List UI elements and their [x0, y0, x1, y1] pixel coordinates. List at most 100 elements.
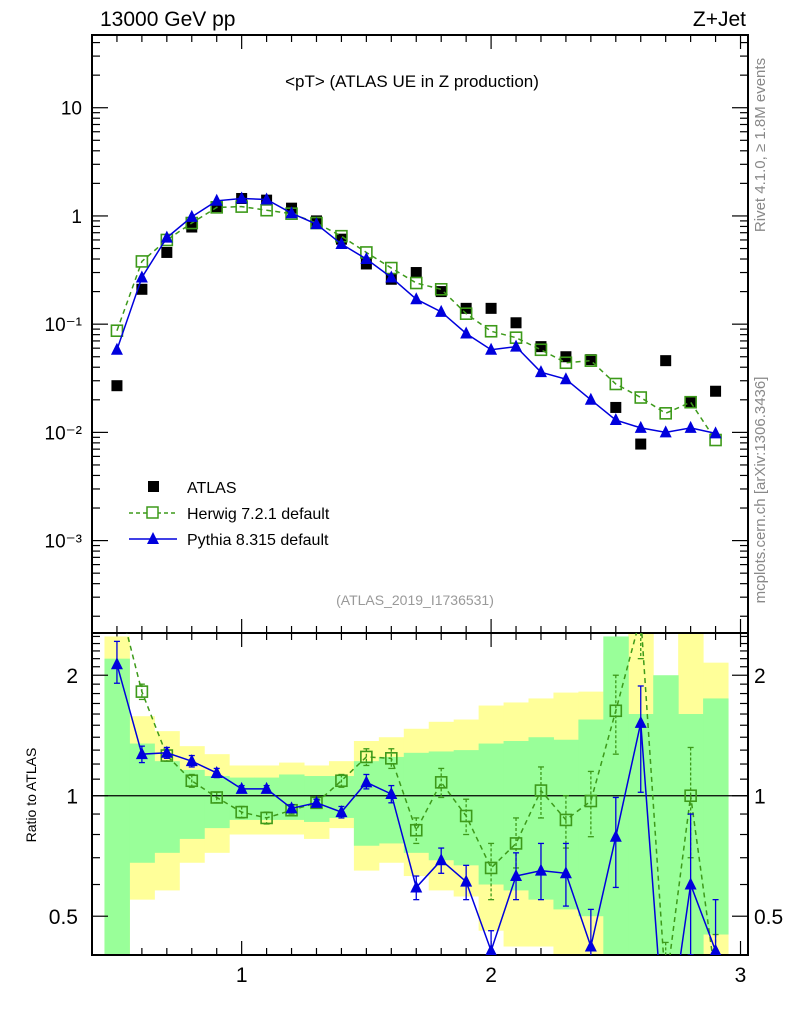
- data-point: [210, 193, 223, 206]
- x-tick-label: 2: [485, 964, 497, 987]
- y-tick-label: 10: [61, 99, 82, 120]
- data-point: [484, 324, 498, 338]
- green-band-bin: [104, 658, 130, 955]
- data-point: [659, 425, 672, 438]
- main-plot: 10 1 10⁻¹ 10⁻² 10⁻³: [45, 34, 749, 955]
- data-point: [186, 221, 198, 233]
- x-tick-label: 3: [735, 964, 747, 987]
- data-point: [534, 343, 548, 357]
- green-band-bin: [653, 675, 679, 955]
- data-point: [585, 354, 597, 366]
- data-point: [335, 805, 348, 818]
- data-point: [709, 426, 722, 439]
- ratio-y-tick-label-right: 2: [754, 665, 766, 688]
- data-point: [634, 420, 647, 433]
- data-point: [310, 217, 323, 230]
- data-point: [410, 267, 422, 279]
- data-point: [409, 276, 423, 290]
- data-point: [111, 588, 122, 599]
- data-point: [609, 413, 622, 426]
- mcplots-label: mcplots.cern.ch [arXiv:1306.3436]: [752, 377, 769, 604]
- data-point: [510, 869, 523, 882]
- data-point: [559, 866, 572, 879]
- green-band-bin: [428, 751, 455, 861]
- data-point: [559, 372, 572, 385]
- data-point: [435, 304, 448, 317]
- data-point: [360, 252, 373, 265]
- data-point: [559, 356, 573, 370]
- series-atlas: [111, 192, 722, 450]
- ratio-plot: 1 2 3 2 2 1 1 0.5 0.5: [49, 588, 783, 994]
- data-point: [110, 324, 124, 338]
- data-point: [660, 355, 672, 367]
- data-point: [635, 611, 646, 622]
- y-tick-label: 1: [71, 207, 82, 228]
- series-pythia: [110, 640, 722, 955]
- data-point: [185, 209, 198, 222]
- data-point: [260, 811, 273, 825]
- series-herwig: [110, 200, 722, 447]
- uncertainty-bands: [104, 633, 729, 955]
- data-point: [185, 774, 199, 788]
- data-point: [684, 877, 697, 890]
- data-point: [459, 809, 473, 823]
- data-point: [110, 657, 123, 670]
- data-point: [210, 791, 224, 804]
- data-point: [534, 784, 548, 797]
- data-point: [135, 255, 149, 268]
- data-point: [235, 805, 248, 819]
- ratio-y-tick-label-left: 2: [66, 665, 78, 688]
- data-point: [634, 391, 648, 404]
- ratio-ylabel: Ratio to ATLAS: [23, 748, 39, 843]
- data-point: [684, 395, 697, 409]
- data-point: [360, 775, 373, 788]
- ratio-y-tick-label-left: 1: [66, 786, 78, 809]
- data-point: [710, 973, 721, 984]
- data-point: [385, 786, 398, 799]
- data-point: [434, 282, 448, 296]
- data-point: [660, 983, 671, 994]
- series-pythia: [110, 191, 722, 439]
- data-point: [584, 392, 597, 405]
- analysis-label: (ATLAS_2019_I1736531): [336, 592, 494, 608]
- data-point: [509, 837, 523, 850]
- legend-pythia-marker: [147, 532, 159, 544]
- legend-pythia-label: Pythia 8.315 default: [187, 532, 329, 549]
- data-point: [684, 789, 697, 803]
- data-point: [285, 206, 298, 219]
- data-point: [609, 829, 622, 842]
- main-title: <pT> (ATLAS UE in Z production): [285, 72, 539, 91]
- data-point: [135, 685, 149, 698]
- green-band-bin: [478, 743, 505, 885]
- legend-herwig-label: Herwig 7.2.1 default: [187, 506, 330, 523]
- header-left: 13000 GeV pp: [100, 8, 235, 31]
- data-point: [710, 385, 722, 397]
- data-point: [360, 750, 373, 764]
- data-point: [160, 230, 173, 243]
- rivet-label: Rivet 4.1.0, ≥ 1.8M events: [752, 58, 769, 232]
- series-line: [116, 205, 717, 441]
- data-point: [459, 307, 473, 320]
- data-point: [135, 747, 148, 760]
- y-tick-label: 10⁻²: [45, 423, 83, 444]
- series-line: [116, 197, 716, 435]
- data-point: [485, 342, 498, 355]
- data-point: [235, 191, 248, 204]
- data-point: [635, 438, 647, 450]
- data-point: [111, 380, 123, 392]
- legend-atlas-marker: [148, 481, 159, 492]
- green-band-bin: [453, 750, 480, 866]
- ratio-frame: [91, 632, 749, 956]
- x-tick-label: 1: [236, 964, 248, 987]
- data-point: [460, 874, 473, 887]
- data-point: [485, 302, 497, 314]
- y-tick-label: 10⁻³: [45, 532, 83, 553]
- data-point: [510, 317, 522, 329]
- data-point: [484, 861, 498, 875]
- ratio-y-tick-label-right: 1: [754, 786, 766, 809]
- data-point: [584, 354, 598, 367]
- legend-herwig-marker: [146, 506, 159, 519]
- y-tick-label: 10⁻¹: [45, 315, 83, 336]
- data-point: [410, 880, 423, 893]
